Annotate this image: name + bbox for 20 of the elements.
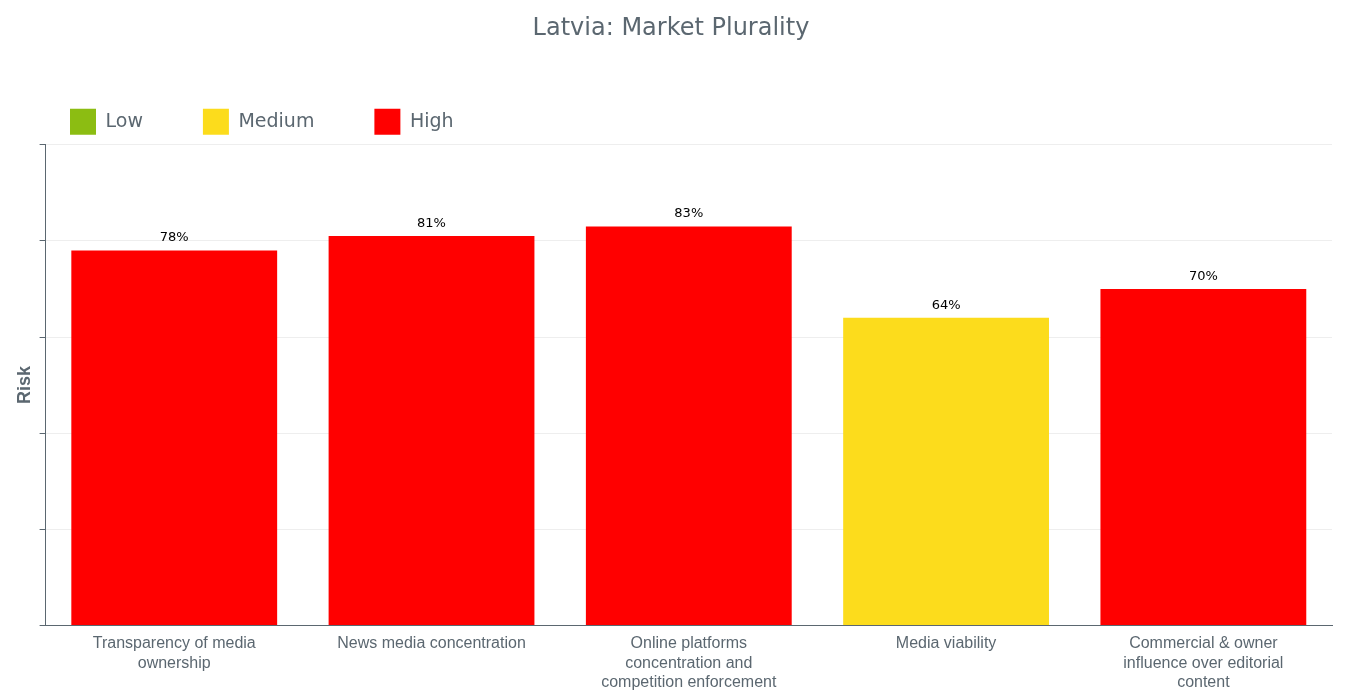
bar	[843, 317, 1049, 625]
data-label: 83%	[674, 205, 704, 221]
legend-label: High	[409, 108, 454, 131]
legend-label: Low	[105, 108, 143, 131]
data-label: 70%	[1188, 267, 1218, 283]
x-tick-label: Commercial & owner influence over editorial content	[1123, 634, 1284, 690]
x-tick-label: Transparency of media ownership	[92, 634, 256, 671]
x-tick-label: News media concentration	[337, 634, 526, 652]
x-tick-label: Online platforms concentration and competition enforcement	[601, 634, 777, 690]
x-tick-label: Media viability	[895, 634, 997, 652]
y-axis-title: Risk	[13, 365, 34, 405]
legend-label: Medium	[238, 108, 315, 131]
bar	[71, 250, 278, 625]
bar	[1100, 288, 1307, 625]
bar	[585, 226, 792, 625]
data-label: 64%	[931, 296, 961, 312]
chart-title: Latvia: Market Plurality	[532, 12, 810, 41]
data-label: 81%	[417, 214, 446, 230]
data-label: 78%	[159, 229, 189, 245]
bar	[328, 236, 535, 625]
